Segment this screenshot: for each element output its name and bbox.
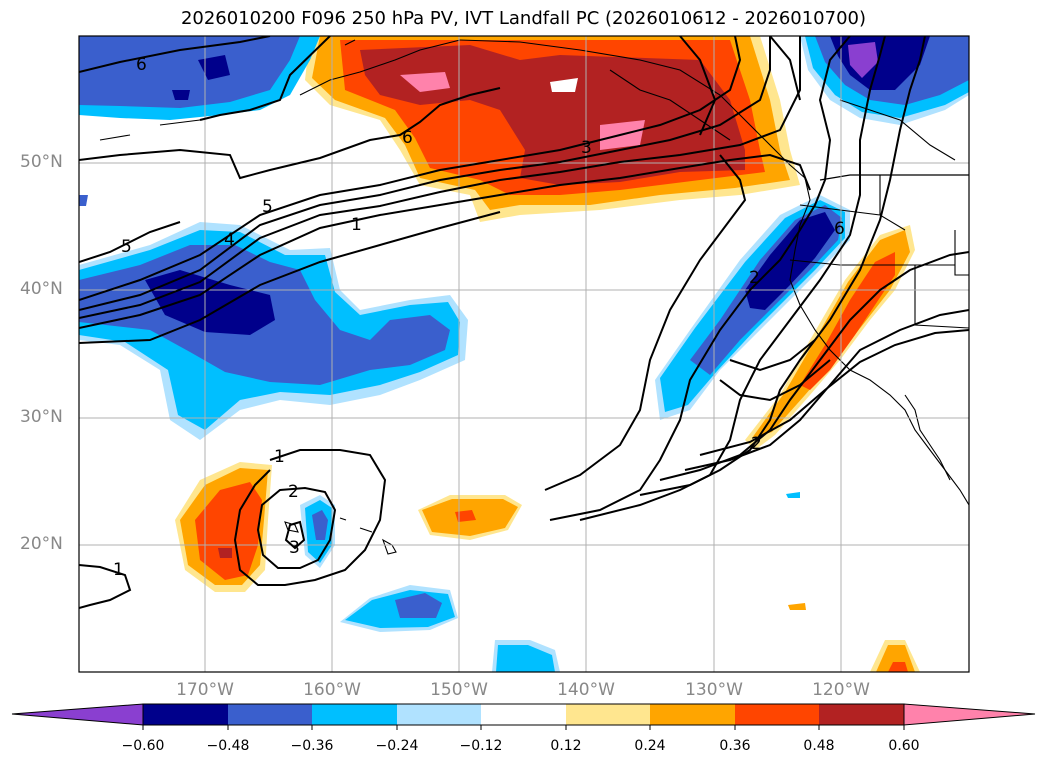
colorbar-tick-label: 0.24 (634, 738, 666, 754)
pv-contour-2-subtropical (256, 486, 337, 569)
map-frame (78, 35, 970, 673)
lon-label: 130°W (685, 680, 743, 700)
lon-label: 160°W (303, 680, 361, 700)
contour-label: 2 (751, 434, 762, 454)
colorbar-tick-label: 0.60 (888, 738, 920, 754)
pv-contour-5-west (79, 221, 181, 263)
contour-labels: 6 6 5 5 4 1 3 1 2 3 1 2 6 2 (113, 55, 845, 580)
colorbar-segment (228, 704, 312, 725)
colorbar-tick-label: 0.36 (719, 738, 751, 754)
contour-label: 2 (749, 268, 760, 288)
colorbar-tick-label: −0.36 (290, 738, 334, 754)
colorbar-tick-label: −0.12 (459, 738, 503, 754)
contour-label: 1 (351, 215, 362, 235)
contour-label: 1 (274, 447, 285, 467)
colorbar-extend-max (903, 703, 1036, 726)
contour-label: 3 (289, 538, 300, 558)
colorbar-tick-label: −0.48 (206, 738, 250, 754)
contour-label: 2 (288, 482, 299, 502)
pv-trough-outer (544, 154, 747, 491)
contour-label: 6 (402, 128, 413, 148)
pv-contour-6-north (79, 36, 271, 73)
lat-label: 50°N (20, 152, 63, 172)
colorbar-extend-min (11, 703, 144, 726)
contour-label: 6 (834, 219, 845, 239)
lat-label: 30°N (20, 407, 63, 427)
lat-label: 20°N (20, 534, 63, 554)
lon-label: 170°W (176, 680, 234, 700)
pv-contour-1 (79, 153, 811, 329)
pv-contours (79, 36, 969, 609)
colorbar-segment (735, 704, 819, 725)
pv-contour-5 (79, 36, 742, 301)
pv-contour-4 (79, 36, 771, 311)
colorbar-segment (819, 704, 904, 725)
colorbar-frame (142, 703, 905, 726)
pv-contour-1-subtropical (233, 449, 387, 586)
colorbar-tick-label: 0.48 (803, 738, 835, 754)
lon-label: 150°W (430, 680, 488, 700)
colorbar-segment (397, 704, 481, 725)
contour-label: 4 (224, 230, 235, 250)
lon-label: 140°W (557, 680, 615, 700)
contour-label: 3 (581, 138, 592, 158)
gridlines (79, 36, 969, 672)
colorbar-tick-label: −0.24 (375, 738, 419, 754)
contour-label: 6 (136, 55, 147, 75)
map-title: 2026010200 F096 250 hPa PV, IVT Landfall… (180, 8, 867, 29)
colorbar-tick-label: −0.60 (121, 738, 165, 754)
colorbar-segment (566, 704, 650, 725)
colorbar-tick-label: 0.12 (550, 738, 582, 754)
lat-label: 40°N (20, 279, 63, 299)
contour-label: 5 (121, 237, 132, 257)
contour-label: 5 (262, 197, 273, 217)
colorbar-segment (481, 704, 566, 725)
pv-contour-6 (79, 87, 501, 180)
contour-label: 1 (113, 560, 124, 580)
colorbar-segment (143, 704, 228, 725)
colorbar (11, 703, 1036, 730)
colorbar-segment (312, 704, 397, 725)
pv-contour-3-subtropical (284, 520, 306, 550)
pv-contour-upper-east (679, 36, 717, 136)
lon-label: 120°W (812, 680, 870, 700)
coastline-layer (99, 39, 969, 555)
shading-layer (79, 36, 969, 672)
colorbar-segment (650, 704, 735, 725)
